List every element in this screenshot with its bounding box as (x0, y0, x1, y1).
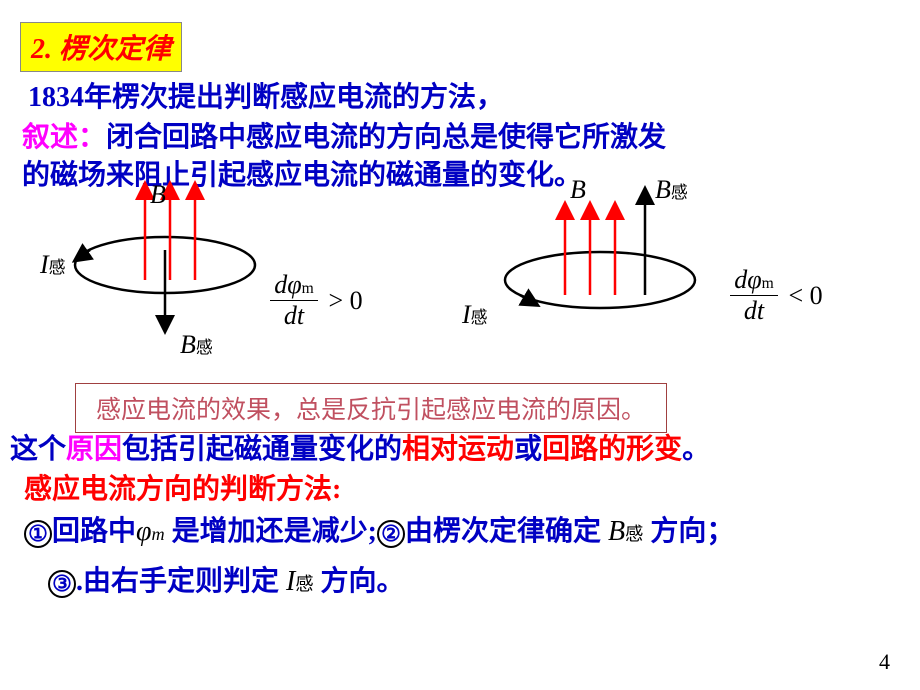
section-heading: 2. 楞次定律 (31, 34, 171, 65)
diagrams: B I感 B感 dφm dt > 0 B B感 I感 dφm dt < 0 (30, 180, 890, 380)
left-I-label: I感 (40, 250, 66, 280)
right-diagram-svg (470, 165, 770, 365)
boxed-text: 感应电流的效果，总是反抗引起感应电流的原因。 (96, 397, 646, 424)
section-heading-box: 2. 楞次定律 (20, 22, 182, 72)
statement-label: 叙述： (22, 122, 106, 153)
left-B-label: B (150, 180, 166, 210)
cause-line: 这个原因包括引起磁通量变化的相对运动或回路的形变。 (10, 430, 710, 469)
circled-2: ② (377, 520, 405, 548)
statement-line-1: 叙述：闭合回路中感应电流的方向总是使得它所激发 (22, 118, 666, 157)
boxed-statement: 感应电流的效果，总是反抗引起感应电流的原因。 (75, 383, 667, 433)
right-I-label: I感 (462, 300, 488, 330)
circled-3: ③ (48, 570, 76, 598)
page-number: 4 (879, 649, 890, 675)
intro-line-1: 1834年楞次提出判断感应电流的方法， (28, 78, 504, 117)
left-Bind-label: B感 (180, 330, 213, 360)
steps-line-2: ③.由右手定则判定 I感 方向。 (48, 562, 405, 601)
right-formula: dφm dt < 0 (730, 265, 823, 326)
circled-1: ① (24, 520, 52, 548)
method-heading: 感应电流方向的判断方法: (24, 470, 341, 509)
right-Bind-label: B感 (655, 175, 688, 205)
right-B-label: B (570, 175, 586, 205)
steps-line-1: ①回路中φm 是增加还是减少;②由楞次定律确定 B感 方向； (24, 512, 734, 551)
left-formula: dφm dt > 0 (270, 270, 363, 331)
statement-text-1: 闭合回路中感应电流的方向总是使得它所激发 (106, 122, 666, 153)
